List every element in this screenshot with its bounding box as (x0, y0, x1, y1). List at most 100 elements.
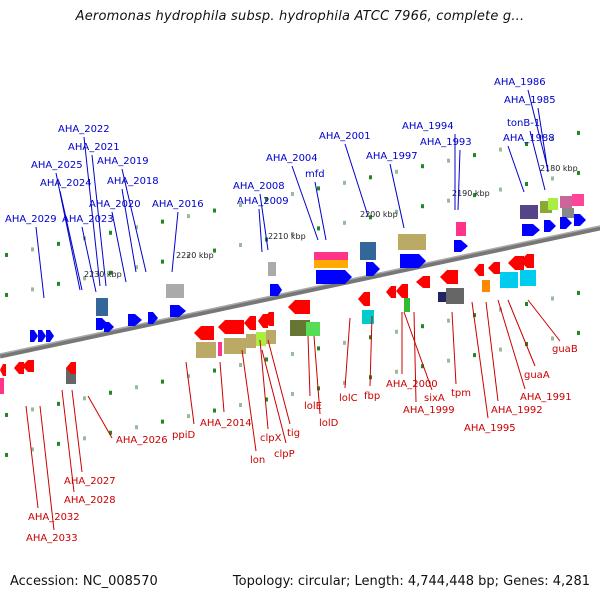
cog-box (314, 252, 348, 260)
gene-arrow[interactable] (454, 240, 468, 252)
gene-arrow[interactable] (148, 312, 158, 324)
gene-arrow[interactable] (30, 330, 38, 342)
gene-label[interactable]: AHA_2029 (5, 214, 57, 225)
gene-arrow[interactable] (508, 256, 524, 270)
gene-label[interactable]: lolE (304, 401, 322, 412)
gene-label[interactable]: AHA_2019 (97, 156, 149, 167)
gene-label[interactable]: AHA_1985 (504, 95, 556, 106)
gene-label[interactable]: AHA_2022 (58, 124, 110, 135)
gene-arrow[interactable] (474, 264, 484, 276)
gene-label[interactable]: AHA_1986 (494, 77, 546, 88)
gene-label[interactable]: ppiD (172, 430, 195, 441)
gene-label[interactable]: guaA (524, 370, 550, 381)
gene-arrow[interactable] (194, 326, 214, 340)
gene-arrow[interactable] (520, 254, 534, 268)
gene-arrow[interactable] (488, 262, 500, 274)
gene-arrow[interactable] (316, 270, 352, 284)
gene-arrow[interactable] (416, 276, 430, 288)
gene-label[interactable]: AHA_1994 (402, 121, 454, 132)
gene-label[interactable]: AHA_2000 (386, 379, 438, 390)
gene-label[interactable]: AHA_1991 (520, 392, 572, 403)
gene-label[interactable]: AHA_2032 (28, 512, 80, 523)
cog-box (96, 298, 108, 316)
gene-label[interactable]: AHA_1992 (491, 405, 543, 416)
gene-arrow[interactable] (440, 270, 458, 284)
gene-label[interactable]: AHA_2016 (152, 199, 204, 210)
gene-label[interactable]: AHA_1997 (366, 151, 418, 162)
cog-box (572, 194, 584, 206)
gene-label[interactable]: tig (287, 428, 300, 439)
gene-label[interactable]: tpm (451, 388, 471, 399)
map-title: Aeromonas hydrophila subsp. hydrophila A… (75, 9, 525, 24)
cog-box (306, 322, 320, 336)
gene-label[interactable]: AHA_2026 (116, 435, 168, 446)
gene-arrow[interactable] (274, 284, 282, 296)
gene-label[interactable]: AHA_2021 (68, 142, 120, 153)
gene-arrow[interactable] (544, 220, 556, 232)
gene-arrow[interactable] (386, 286, 396, 298)
scale-tick-label: 2200 kbp (360, 210, 398, 219)
gene-label[interactable]: AHA_2014 (200, 418, 252, 429)
accession-label: Accession: NC_008570 (10, 574, 158, 589)
gene-label[interactable]: AHA_2024 (40, 178, 92, 189)
gene-label[interactable]: mfd (305, 169, 325, 180)
gene-label[interactable]: lolC (339, 393, 358, 404)
gene-label[interactable]: AHA_2027 (64, 476, 116, 487)
gene-label[interactable]: lolD (319, 418, 339, 429)
gene-arrow[interactable] (560, 217, 572, 229)
gene-label[interactable]: lon (250, 455, 265, 466)
gene-arrow[interactable] (14, 362, 24, 374)
gene-label[interactable]: AHA_2020 (89, 199, 141, 210)
gene-label[interactable]: sixA (424, 393, 445, 404)
gene-label[interactable]: clpP (274, 449, 295, 460)
gene-label[interactable]: AHA_2001 (319, 131, 371, 142)
gene-arrow[interactable] (46, 330, 54, 342)
gene-arrow[interactable] (170, 305, 186, 317)
gene-label[interactable]: guaB (552, 344, 578, 355)
gene-label[interactable]: AHA_2008 (233, 181, 285, 192)
cog-box (268, 262, 276, 276)
cog-box (314, 260, 348, 268)
gene-arrow[interactable] (400, 254, 426, 268)
gene-arrow[interactable] (22, 360, 34, 372)
gene-label[interactable]: AHA_1995 (464, 423, 516, 434)
cog-box (290, 320, 310, 336)
gene-arrow[interactable] (522, 224, 540, 236)
gene-label[interactable]: AHA_2009 (237, 196, 289, 207)
gene-arrow[interactable] (574, 214, 586, 226)
gene-label[interactable]: AHA_1999 (403, 405, 455, 416)
gene-label[interactable]: AHA_2028 (64, 495, 116, 506)
gene-arrow[interactable] (358, 292, 370, 306)
gene-arrow[interactable] (104, 322, 114, 332)
gene-arrow[interactable] (0, 364, 6, 376)
gene-arrow[interactable] (38, 330, 46, 342)
gene-label[interactable]: tonB-1 (507, 118, 540, 129)
cog-box (166, 284, 184, 298)
gene-arrow[interactable] (218, 320, 244, 334)
cog-box (438, 292, 446, 302)
gene-arrow[interactable] (288, 300, 310, 314)
gene-label[interactable]: AHA_2033 (26, 533, 78, 544)
gene-label[interactable]: AHA_1993 (420, 137, 472, 148)
reverse-strand-genes (0, 254, 534, 376)
gene-label[interactable]: AHA_2004 (266, 153, 318, 164)
gene-arrow[interactable] (128, 314, 142, 326)
gene-label[interactable]: AHA_1988 (503, 133, 555, 144)
gene-arrow[interactable] (264, 312, 274, 326)
scale-tick-label: 2210 kbp (268, 232, 306, 241)
gene-label[interactable]: AHA_2025 (31, 160, 83, 171)
gene-arrow[interactable] (66, 362, 76, 374)
scale-tick-label: 2190 kbp (452, 189, 490, 198)
cog-box (446, 288, 464, 304)
gene-arrow[interactable] (366, 262, 380, 276)
gene-label[interactable]: clpX (260, 433, 282, 444)
cog-box (266, 330, 276, 344)
gene-label[interactable]: AHA_2018 (107, 176, 159, 187)
gene-arrow[interactable] (396, 284, 408, 298)
gene-arrow[interactable] (244, 316, 256, 330)
gene-label[interactable]: AHA_2023 (62, 214, 114, 225)
gene-label[interactable]: fbp (364, 391, 380, 402)
cog-box (520, 270, 536, 286)
cog-box (456, 222, 466, 236)
